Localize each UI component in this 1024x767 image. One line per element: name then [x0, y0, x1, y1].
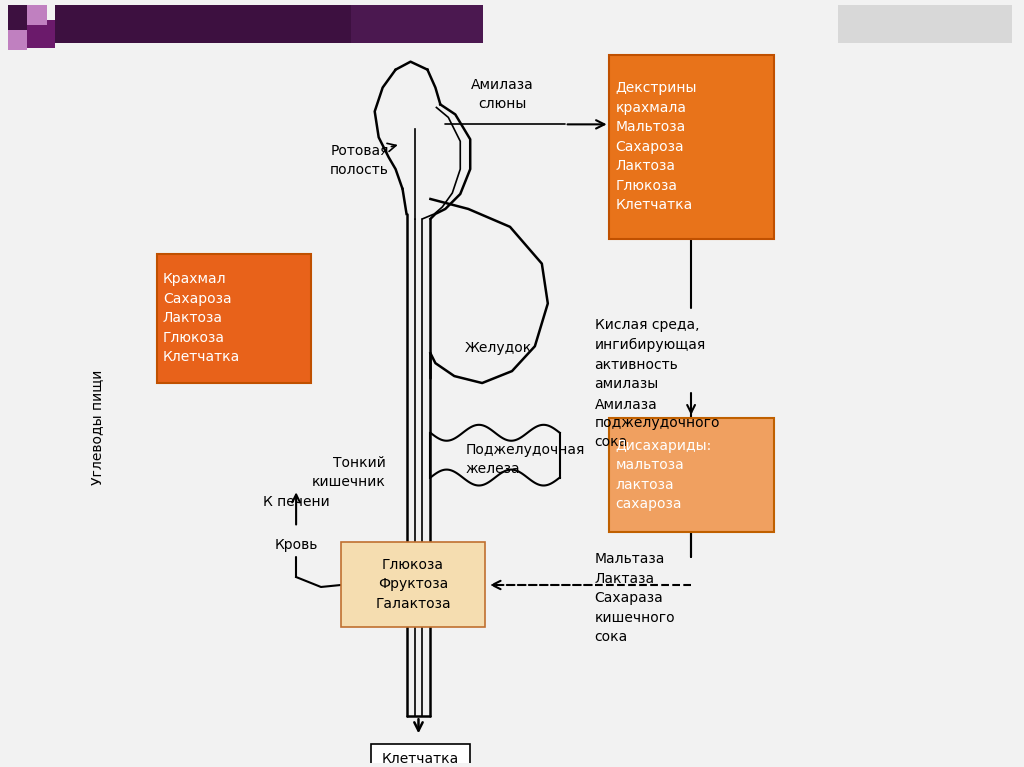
Bar: [28, 5, 47, 25]
Text: Кислая среда,
ингибирующая
активность
амилазы: Кислая среда, ингибирующая активность ам…: [595, 318, 706, 391]
Text: Амилаза
слюны: Амилаза слюны: [471, 78, 534, 110]
Bar: [28, 20, 55, 48]
Bar: [341, 542, 485, 627]
Bar: [609, 54, 774, 239]
Text: Дисахариды:
мальтоза
лактоза
сахароза: Дисахариды: мальтоза лактоза сахароза: [615, 439, 712, 512]
Text: Амилаза
поджелудочного
сока: Амилаза поджелудочного сока: [595, 398, 720, 449]
Text: Тонкий
кишечник: Тонкий кишечник: [311, 456, 386, 489]
Bar: [609, 418, 774, 532]
Bar: [157, 254, 311, 383]
Text: Мальтаза
Лактаза
Сахараза
кишечного
сока: Мальтаза Лактаза Сахараза кишечного сока: [595, 552, 675, 644]
Text: Поджелудочная
железа: Поджелудочная железа: [465, 443, 585, 476]
Text: Углеводы пищи: Углеводы пищи: [90, 370, 104, 486]
Bar: [371, 744, 470, 767]
Text: К печени: К печени: [263, 495, 330, 509]
Bar: [55, 5, 483, 43]
Text: Глюкоза
Фруктоза
Галактоза: Глюкоза Фруктоза Галактоза: [375, 558, 451, 611]
Text: Клетчатка: Клетчатка: [382, 752, 459, 766]
Text: Ротовая
полость: Ротовая полость: [330, 144, 389, 176]
Text: Крахмал
Сахароза
Лактоза
Глюкоза
Клетчатка: Крахмал Сахароза Лактоза Глюкоза Клетчат…: [163, 272, 240, 364]
Bar: [351, 5, 483, 43]
Bar: [7, 5, 45, 43]
Text: Декстрины
крахмала
Мальтоза
Сахароза
Лактоза
Глюкоза
Клетчатка: Декстрины крахмала Мальтоза Сахароза Лак…: [615, 81, 697, 212]
Bar: [839, 5, 1013, 43]
Bar: [7, 30, 28, 50]
Text: Кровь: Кровь: [274, 538, 317, 552]
Text: Желудок: Желудок: [465, 341, 532, 355]
